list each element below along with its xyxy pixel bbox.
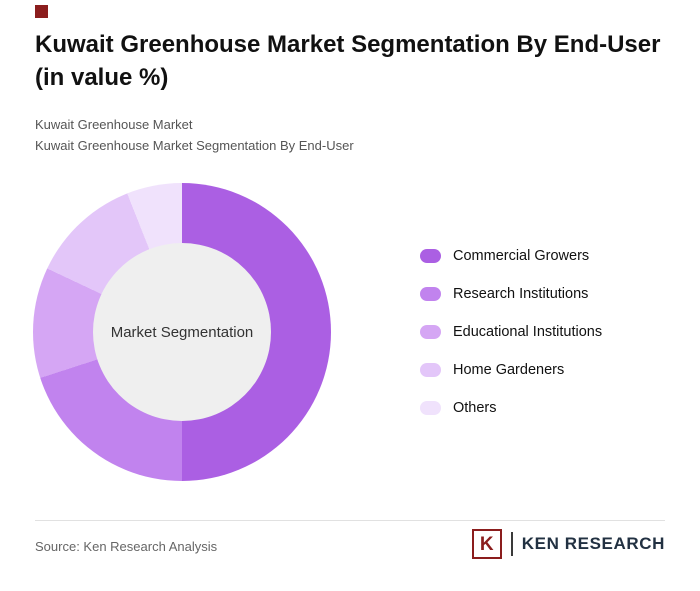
legend-label: Others	[453, 400, 497, 416]
donut-chart: Market Segmentation	[33, 183, 331, 481]
chart-legend: Commercial Growers Research Institutions E…	[420, 246, 602, 418]
legend-swatch	[420, 325, 441, 339]
logo-k-letter: K	[479, 533, 494, 555]
legend-label: Home Gardeners	[453, 362, 565, 378]
logo-separator	[510, 532, 513, 556]
corner-accent-square	[35, 5, 48, 18]
legend-label: Research Institutions	[453, 286, 589, 302]
legend-label: Educational Institutions	[453, 324, 603, 340]
donut-center-label: Market Segmentation	[110, 323, 254, 341]
legend-item-1: Research Institutions	[420, 284, 602, 304]
subtitle-line-1: Kuwait Greenhouse Market	[35, 117, 193, 132]
subtitle-block: Kuwait Greenhouse Market Kuwait Greenhou…	[35, 114, 354, 156]
source-text: Source: Ken Research Analysis	[35, 539, 218, 554]
page-title: Kuwait Greenhouse Market Segmentation By…	[35, 31, 661, 92]
legend-item-0: Commercial Growers	[420, 246, 602, 266]
legend-item-3: Home Gardeners	[420, 360, 602, 380]
legend-swatch	[420, 287, 441, 301]
legend-item-4: Others	[420, 398, 602, 418]
subtitle-line-2: Kuwait Greenhouse Market Segmentation By…	[35, 138, 354, 154]
legend-swatch	[420, 401, 441, 415]
donut-center: Market Segmentation	[93, 243, 271, 421]
legend-swatch	[420, 249, 441, 263]
logo-k-icon: K	[471, 529, 502, 559]
logo-wordmark: KEN RESEARCH	[521, 534, 665, 553]
footer-divider	[35, 520, 665, 521]
legend-label: Commercial Growers	[453, 248, 590, 264]
ken-research-logo: K KEN RESEARCH	[471, 529, 665, 559]
legend-item-2: Educational Institutions	[420, 322, 602, 342]
legend-swatch	[420, 363, 441, 377]
